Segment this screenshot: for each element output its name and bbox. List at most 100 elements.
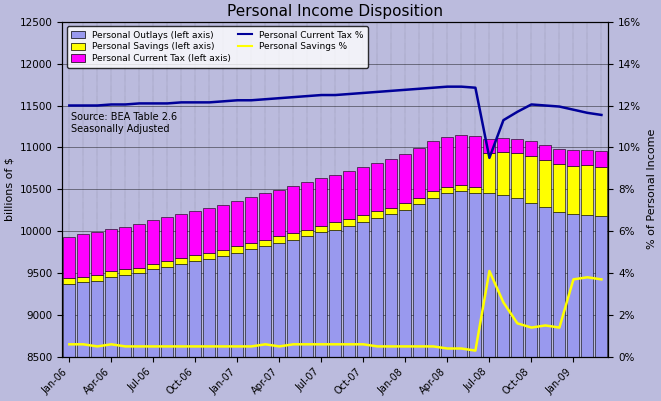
Bar xyxy=(442,187,453,192)
Bar xyxy=(147,269,159,401)
Bar xyxy=(161,267,173,401)
Bar xyxy=(120,275,132,401)
Bar xyxy=(512,198,524,401)
Bar xyxy=(245,243,257,249)
Bar xyxy=(512,139,524,153)
Bar xyxy=(91,275,103,281)
Bar xyxy=(596,167,607,216)
Bar xyxy=(105,271,117,277)
Bar xyxy=(525,156,537,203)
Bar xyxy=(329,223,341,229)
Bar xyxy=(399,154,411,203)
Bar xyxy=(274,243,286,401)
Bar xyxy=(190,261,202,401)
Bar xyxy=(539,207,551,401)
Bar xyxy=(175,264,187,401)
Bar xyxy=(568,214,580,401)
Bar xyxy=(498,138,510,152)
Bar xyxy=(288,233,299,239)
Bar xyxy=(371,211,383,218)
Bar xyxy=(329,175,341,223)
Bar xyxy=(568,166,580,214)
Bar xyxy=(147,264,159,269)
Bar xyxy=(161,261,173,267)
Bar xyxy=(399,203,411,210)
Bar xyxy=(428,142,440,191)
Bar xyxy=(344,171,356,219)
Bar xyxy=(483,140,495,153)
Y-axis label: billions of $: billions of $ xyxy=(4,157,14,221)
Bar xyxy=(596,216,607,401)
Bar xyxy=(582,150,594,166)
Bar xyxy=(455,135,467,185)
Bar xyxy=(553,149,565,164)
Bar xyxy=(512,153,524,198)
Bar xyxy=(469,136,481,187)
Bar xyxy=(315,233,327,401)
Bar xyxy=(413,198,425,205)
Bar xyxy=(385,208,397,215)
Bar xyxy=(455,191,467,401)
Bar xyxy=(231,246,243,253)
Bar xyxy=(288,239,299,401)
Text: Source: BEA Table 2.6
Seasonally Adjusted: Source: BEA Table 2.6 Seasonally Adjuste… xyxy=(71,112,176,134)
Bar xyxy=(539,145,551,160)
Title: Personal Income Disposition: Personal Income Disposition xyxy=(227,4,444,19)
Bar xyxy=(525,203,537,401)
Bar xyxy=(120,227,132,269)
Bar xyxy=(385,215,397,401)
Bar xyxy=(469,187,481,192)
Bar xyxy=(77,282,89,401)
Bar xyxy=(483,194,495,401)
Bar xyxy=(259,246,271,401)
Bar xyxy=(469,192,481,401)
Bar xyxy=(498,195,510,401)
Bar xyxy=(553,213,565,401)
Bar xyxy=(596,151,607,167)
Bar xyxy=(190,211,202,255)
Bar xyxy=(245,197,257,243)
Bar xyxy=(105,229,117,271)
Bar xyxy=(259,240,271,246)
Bar xyxy=(428,198,440,401)
Bar xyxy=(204,253,215,259)
Bar xyxy=(245,249,257,401)
Bar xyxy=(120,269,132,275)
Bar xyxy=(539,160,551,207)
Bar xyxy=(358,166,369,215)
Bar xyxy=(442,192,453,401)
Bar xyxy=(413,205,425,401)
Bar xyxy=(553,164,565,213)
Bar xyxy=(175,214,187,258)
Bar xyxy=(204,259,215,401)
Bar xyxy=(371,162,383,211)
Bar xyxy=(413,148,425,198)
Bar xyxy=(134,273,145,401)
Bar xyxy=(63,237,75,278)
Bar xyxy=(371,218,383,401)
Bar xyxy=(315,178,327,226)
Bar xyxy=(344,226,356,401)
Bar xyxy=(77,277,89,282)
Bar xyxy=(358,222,369,401)
Bar xyxy=(385,159,397,208)
Bar xyxy=(483,153,495,194)
Bar xyxy=(77,234,89,277)
Bar xyxy=(582,215,594,401)
Bar xyxy=(274,190,286,236)
Bar xyxy=(259,194,271,240)
Bar xyxy=(147,220,159,264)
Bar xyxy=(301,182,313,229)
Bar xyxy=(301,236,313,401)
Bar xyxy=(582,166,594,215)
Bar xyxy=(525,142,537,156)
Bar xyxy=(399,210,411,401)
Bar xyxy=(161,217,173,261)
Bar xyxy=(204,208,215,253)
Bar xyxy=(274,236,286,243)
Bar xyxy=(498,152,510,195)
Bar xyxy=(63,284,75,401)
Bar xyxy=(442,137,453,187)
Bar xyxy=(568,150,580,166)
Bar xyxy=(134,267,145,273)
